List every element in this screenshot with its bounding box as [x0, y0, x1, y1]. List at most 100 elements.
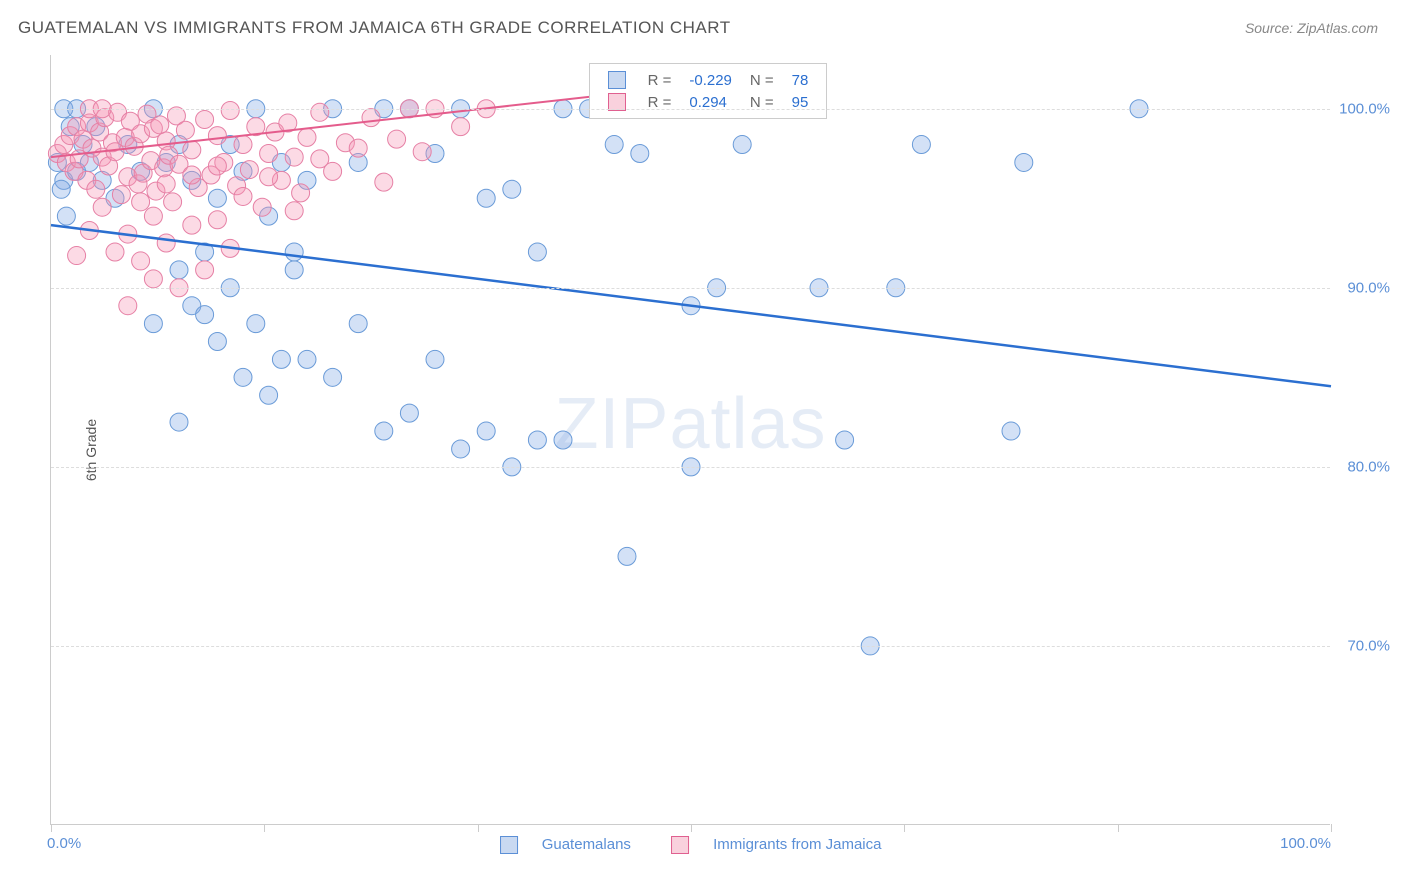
data-point — [170, 261, 188, 279]
data-point — [196, 110, 214, 128]
x-tick — [264, 824, 265, 832]
data-point — [503, 180, 521, 198]
gridline — [51, 288, 1330, 289]
legend-swatch-blue — [500, 836, 518, 854]
data-point — [208, 333, 226, 351]
data-point — [170, 413, 188, 431]
data-point — [285, 148, 303, 166]
x-tick — [904, 824, 905, 832]
data-point — [93, 198, 111, 216]
data-point — [144, 270, 162, 288]
data-point — [112, 186, 130, 204]
r-value: -0.229 — [681, 70, 740, 90]
data-point — [208, 157, 226, 175]
n-label: N = — [742, 70, 782, 90]
data-point — [362, 109, 380, 127]
data-point — [253, 198, 271, 216]
x-tick — [1118, 824, 1119, 832]
data-point — [68, 247, 86, 265]
source-label: Source: ZipAtlas.com — [1245, 20, 1378, 36]
data-point — [349, 315, 367, 333]
data-point — [452, 440, 470, 458]
data-point — [1002, 422, 1020, 440]
legend-item: Immigrants from Jamaica — [661, 836, 892, 853]
data-point — [132, 193, 150, 211]
data-point — [183, 166, 201, 184]
data-point — [375, 422, 393, 440]
data-point — [477, 189, 495, 207]
series-legend: Guatemalans Immigrants from Jamaica — [480, 836, 902, 854]
data-point — [196, 261, 214, 279]
y-tick-label: 100.0% — [1339, 100, 1390, 117]
data-point — [413, 143, 431, 161]
legend-swatch-blue — [608, 71, 626, 89]
data-point — [176, 121, 194, 139]
data-point — [87, 180, 105, 198]
data-point — [144, 315, 162, 333]
data-point — [247, 315, 265, 333]
data-point — [618, 547, 636, 565]
data-point — [349, 139, 367, 157]
x-tick — [691, 824, 692, 832]
r-label: R = — [640, 70, 680, 90]
correlation-legend: R =-0.229N =78R =0.294N =95 — [589, 63, 828, 119]
data-point — [311, 103, 329, 121]
data-point — [57, 207, 75, 225]
data-point — [196, 306, 214, 324]
x-tick-label: 100.0% — [1280, 835, 1331, 852]
data-point — [183, 216, 201, 234]
data-point — [157, 175, 175, 193]
legend-item: Guatemalans — [490, 836, 641, 853]
data-point — [106, 243, 124, 261]
gridline — [51, 109, 1330, 110]
data-point — [388, 130, 406, 148]
data-point — [311, 150, 329, 168]
data-point — [221, 102, 239, 120]
gridline — [51, 467, 1330, 468]
data-point — [400, 404, 418, 422]
y-tick-label: 80.0% — [1347, 458, 1390, 475]
x-tick-label: 0.0% — [47, 835, 81, 852]
gridline — [51, 646, 1330, 647]
data-point — [234, 368, 252, 386]
data-point — [260, 168, 278, 186]
data-point — [234, 136, 252, 154]
x-tick — [51, 824, 52, 832]
data-point — [260, 144, 278, 162]
data-point — [285, 261, 303, 279]
data-point — [144, 207, 162, 225]
scatter-plot: ZIPatlas R =-0.229N =78R =0.294N =95 Gua… — [50, 55, 1330, 825]
data-point — [631, 144, 649, 162]
data-point — [426, 350, 444, 368]
y-tick-label: 70.0% — [1347, 637, 1390, 654]
data-point — [324, 368, 342, 386]
data-point — [52, 180, 70, 198]
data-point — [375, 173, 393, 191]
data-point — [298, 128, 316, 146]
data-point — [234, 187, 252, 205]
plot-svg — [51, 55, 1331, 825]
chart-container: 6th Grade ZIPatlas R =-0.229N =78R =0.29… — [50, 55, 1370, 845]
data-point — [733, 136, 751, 154]
data-point — [119, 297, 137, 315]
data-point — [208, 211, 226, 229]
data-point — [285, 243, 303, 261]
data-point — [477, 422, 495, 440]
chart-title: GUATEMALAN VS IMMIGRANTS FROM JAMAICA 6T… — [18, 18, 731, 38]
data-point — [554, 431, 572, 449]
data-point — [836, 431, 854, 449]
n-value: 78 — [784, 70, 817, 90]
data-point — [605, 136, 623, 154]
trend-line-blue — [51, 225, 1331, 386]
data-point — [260, 386, 278, 404]
x-tick — [478, 824, 479, 832]
data-point — [272, 350, 290, 368]
data-point — [452, 118, 470, 136]
data-point — [1015, 153, 1033, 171]
data-point — [183, 141, 201, 159]
data-point — [157, 234, 175, 252]
data-point — [298, 350, 316, 368]
data-point — [208, 189, 226, 207]
legend-row: R =-0.229N =78 — [600, 70, 817, 90]
x-tick — [1331, 824, 1332, 832]
